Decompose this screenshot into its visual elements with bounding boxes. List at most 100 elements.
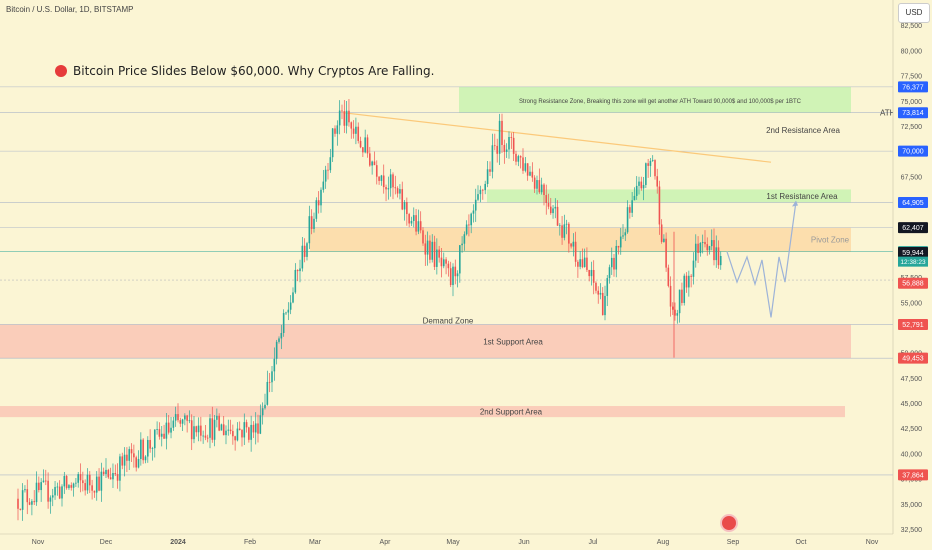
candle-body-282 xyxy=(667,267,670,286)
candle-body-94 xyxy=(234,436,236,441)
candle-body-267 xyxy=(633,195,636,201)
annotation-0: 2nd Resistance Area xyxy=(766,126,840,135)
candle-body-239 xyxy=(570,243,572,247)
candle-body-303 xyxy=(715,247,718,261)
candle-body-149 xyxy=(362,147,364,153)
candle-body-198 xyxy=(474,199,477,211)
candle-body-98 xyxy=(243,422,246,438)
candle-body-137 xyxy=(334,128,336,134)
candle-body-175 xyxy=(422,230,424,244)
price-tag-1: 73,814 xyxy=(902,110,924,117)
candle-body-128 xyxy=(313,218,315,229)
candle-body-54 xyxy=(142,439,144,461)
candle-body-97 xyxy=(241,430,243,438)
candle-body-63 xyxy=(163,433,165,439)
x-tick-9: Aug xyxy=(657,539,670,546)
candle-body-234 xyxy=(559,225,561,227)
candle-body-257 xyxy=(610,257,613,268)
candle-body-162 xyxy=(392,174,394,188)
candle-body-182 xyxy=(438,249,440,258)
candle-body-100 xyxy=(248,427,250,440)
candle-body-226 xyxy=(540,184,543,193)
price-tag-bg-9 xyxy=(898,352,928,364)
candle-body-142 xyxy=(345,110,348,126)
candle-body-178 xyxy=(429,240,431,260)
candle-body-30 xyxy=(86,474,89,491)
candle-body-49 xyxy=(130,449,133,454)
candle-body-227 xyxy=(543,184,545,196)
y-tick-3: 40,000 xyxy=(901,451,923,458)
candle-body-23 xyxy=(70,485,73,488)
candle-body-202 xyxy=(484,183,486,191)
candle-body-147 xyxy=(357,126,360,141)
zone-label-0: Strong Resistance Zone, Breaking this zo… xyxy=(519,99,802,105)
candle-body-135 xyxy=(329,157,332,171)
candle-body-22 xyxy=(68,485,70,489)
candle-body-269 xyxy=(638,181,640,186)
candle-body-270 xyxy=(640,181,643,189)
candle-body-12 xyxy=(44,480,47,482)
zone-4 xyxy=(0,406,845,418)
projection-arrowhead xyxy=(792,200,798,207)
candle-body-189 xyxy=(454,266,457,277)
x-tick-12: Nov xyxy=(866,539,879,546)
candle-body-277 xyxy=(656,176,659,187)
y-tick-6: 47,500 xyxy=(901,376,923,383)
candle-body-278 xyxy=(658,186,661,225)
red-dot-icon xyxy=(55,65,67,77)
candle-body-209 xyxy=(501,120,503,145)
candle-body-0 xyxy=(17,498,19,509)
candle-body-204 xyxy=(489,169,491,172)
candle-body-258 xyxy=(613,257,615,270)
candle-body-45 xyxy=(121,456,124,466)
candle-body-83 xyxy=(209,418,211,438)
candle-body-160 xyxy=(387,188,390,190)
candle-body-290 xyxy=(685,275,688,288)
candle-body-301 xyxy=(710,240,713,247)
candle-body-136 xyxy=(331,128,334,158)
candle-body-159 xyxy=(385,187,387,190)
candle-body-111 xyxy=(273,358,276,372)
candle-body-122 xyxy=(299,268,301,272)
candle-body-35 xyxy=(98,476,100,491)
candle-body-195 xyxy=(468,224,470,226)
candle-body-14 xyxy=(49,497,52,502)
candle-body-72 xyxy=(184,415,186,420)
candle-body-115 xyxy=(282,313,285,334)
candle-body-31 xyxy=(88,474,91,486)
candle-body-273 xyxy=(647,163,649,166)
candle-body-265 xyxy=(629,207,631,213)
candle-body-62 xyxy=(160,433,163,437)
candle-body-295 xyxy=(697,243,699,254)
x-tick-2: 2024 xyxy=(170,539,186,546)
candle-body-138 xyxy=(336,125,339,134)
candle-body-56 xyxy=(147,439,149,457)
candle-body-197 xyxy=(472,210,475,214)
candle-body-163 xyxy=(394,187,397,189)
candle-body-60 xyxy=(156,429,158,430)
candle-body-190 xyxy=(456,273,459,277)
y-tick-0: 32,500 xyxy=(901,527,923,534)
countdown: 12:38:23 xyxy=(900,259,926,266)
price-tag-3: 64,905 xyxy=(902,200,924,207)
headline-text: Bitcoin Price Slides Below $60,000. Why … xyxy=(73,64,435,78)
annotation-1: Demand Zone xyxy=(423,316,474,325)
candle-body-85 xyxy=(213,419,216,440)
candle-body-51 xyxy=(135,457,137,468)
candle-body-271 xyxy=(642,184,645,189)
candle-body-286 xyxy=(676,313,679,316)
candle-body-181 xyxy=(436,249,438,267)
candle-body-164 xyxy=(396,188,399,194)
candle-body-120 xyxy=(294,269,297,293)
candle-body-207 xyxy=(496,145,498,154)
candle-body-231 xyxy=(552,208,554,214)
candle-body-117 xyxy=(287,309,290,313)
x-tick-3: Feb xyxy=(244,539,256,546)
y-tick-5: 45,000 xyxy=(901,401,923,408)
candle-body-133 xyxy=(324,169,327,182)
candle-body-141 xyxy=(343,111,346,126)
candle-body-152 xyxy=(369,153,371,166)
currency-button[interactable]: USD xyxy=(898,3,930,23)
candle-body-279 xyxy=(660,224,663,242)
